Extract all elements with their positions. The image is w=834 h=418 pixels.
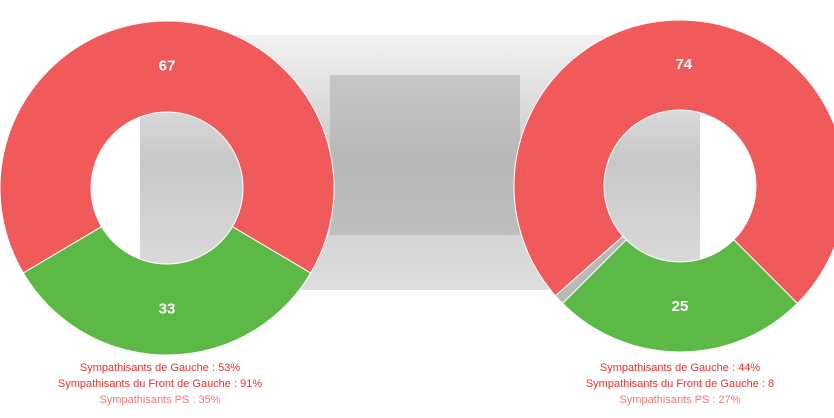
value-label: 33 xyxy=(159,300,176,317)
building xyxy=(330,75,520,235)
value-label: 74 xyxy=(675,56,692,73)
note: Sympathisants du Front de Gauche : 8 xyxy=(586,378,774,390)
screen: 67 33 Sympathisants de Gauche : 53% Sympath… xyxy=(0,0,834,418)
note: Sympathisants PS : 27% xyxy=(619,394,740,406)
value-label: 67 xyxy=(159,57,176,74)
note: Sympathisants PS : 35% xyxy=(99,394,220,406)
value-label: 25 xyxy=(672,298,689,315)
note: Sympathisants de Gauche : 44% xyxy=(600,362,760,374)
note: Sympathisants du Front de Gauche : 91% xyxy=(58,378,262,390)
chart: 67 33 Sympathisants de Gauche : 53% Sympath… xyxy=(0,0,834,418)
note: Sympathisants de Gauche : 53% xyxy=(80,362,240,374)
